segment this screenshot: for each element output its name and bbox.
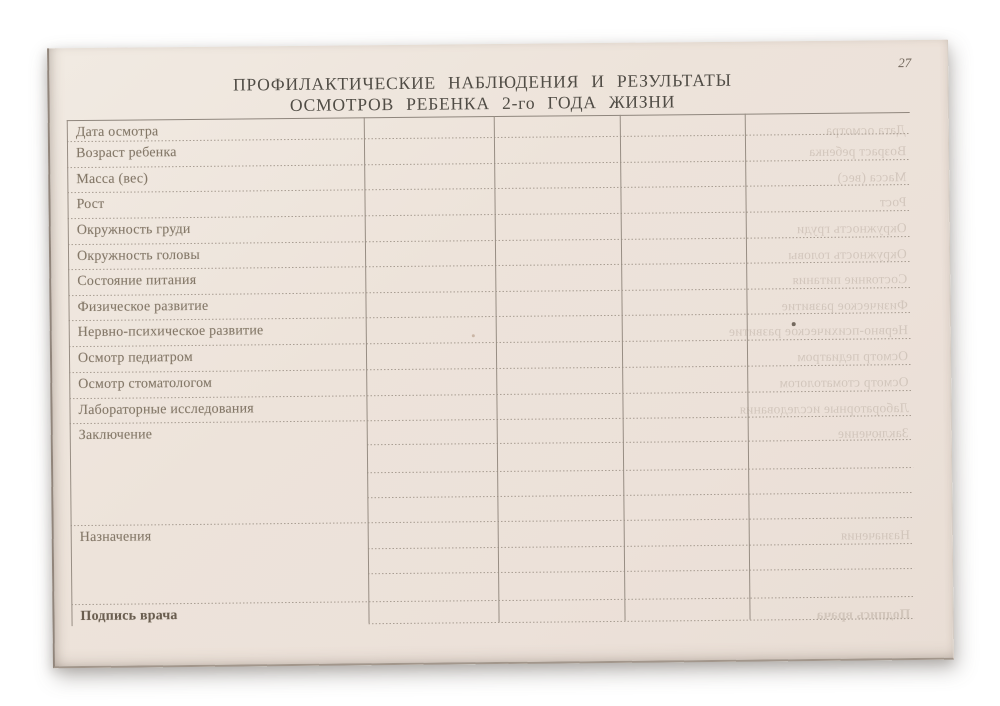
table-cell-r8-c4 — [746, 287, 911, 314]
table-cell-r9-c3 — [622, 314, 747, 341]
table-cell-r9-c4 — [747, 312, 912, 340]
table-cell-r7-c3 — [621, 263, 746, 290]
table-cell-r11-c3 — [622, 366, 747, 393]
table-cell-r11-c1 — [366, 368, 496, 395]
table-cell-r1-c1 — [364, 116, 494, 138]
table-cell-r14-c2 — [498, 520, 625, 600]
table-cell-r6-c1 — [365, 240, 495, 266]
table-cell-r10-c2 — [496, 341, 622, 368]
table-cell-r4-c2 — [494, 187, 620, 214]
table-cell-r11-c2 — [496, 367, 622, 394]
scan-speck — [471, 334, 475, 338]
row-label: Лабораторные исследования — [78, 401, 254, 419]
table-cell-r3-c2 — [494, 162, 620, 188]
row-label: Возраст ребенка — [75, 145, 177, 162]
table-cell-r8-c1 — [365, 291, 495, 317]
table-cell-r5-c2 — [495, 213, 621, 240]
table-cell-r5-c3 — [621, 212, 746, 239]
table-cell-r6-c2 — [495, 239, 621, 265]
table-cell-r7-c4 — [746, 261, 911, 289]
table-left-border — [66, 120, 73, 627]
table-cell-r10-c4 — [747, 338, 912, 366]
row-label: Окружность груди — [76, 221, 191, 239]
table-cell-r1-c3 — [620, 114, 745, 136]
row-label: Заключение — [78, 427, 153, 444]
table-cell-r15-c2 — [498, 599, 624, 622]
table-cell-r8-c2 — [495, 290, 621, 316]
table-cell-r9-c1 — [366, 316, 496, 343]
table-cell-r2-c2 — [494, 136, 620, 163]
table-cell-r11-c4 — [747, 364, 912, 392]
row-label: Окружность головы — [76, 247, 201, 265]
row-label: Назначения — [79, 529, 152, 546]
table-cell-r14-c4 — [749, 517, 915, 598]
table-cell-r4-c4 — [745, 184, 910, 212]
row-label: Осмотр педиатром — [77, 349, 193, 367]
table-cell-r15-c4 — [749, 596, 914, 620]
row-label: Нервно-психическое развитие — [77, 323, 264, 341]
table-cell-r14-c1 — [368, 521, 499, 601]
table-cell-r4-c3 — [620, 186, 745, 213]
table-cell-r12-c4 — [747, 390, 912, 417]
table-cell-r12-c2 — [496, 393, 622, 419]
table-cell-r4-c1 — [364, 188, 494, 215]
table-cell-r6-c3 — [621, 238, 746, 264]
table-cell-r7-c2 — [495, 264, 621, 291]
exam-table: Дата осмотра Возраст ребенка Масса (вес) Ро… — [66, 112, 915, 627]
table-cell-r2-c1 — [364, 137, 494, 164]
row-label: Подпись врача — [80, 608, 178, 625]
table-cell-r5-c4 — [746, 210, 911, 238]
table-cell-r5-c1 — [365, 214, 495, 241]
table-cell-r1-c2 — [494, 115, 620, 137]
table-cell-r12-c3 — [622, 392, 747, 418]
scan-speck — [791, 322, 796, 327]
document-page: 27 ПРОФИЛАКТИЧЕСКИЕ НАБЛЮДЕНИЯ И РЕЗУЛЬТ… — [47, 39, 954, 669]
row-label: Масса (вес) — [76, 171, 149, 188]
row-label: Состояние питания — [77, 272, 197, 290]
table-cell-r14-c3 — [624, 519, 750, 599]
table-cell-r9-c2 — [496, 315, 622, 342]
table-cell-r3-c1 — [364, 163, 494, 189]
table-cell-r3-c3 — [620, 161, 745, 187]
page-title: ПРОФИЛАКТИЧЕСКИЕ НАБЛЮДЕНИЯ И РЕЗУЛЬТАТЫ… — [49, 68, 947, 119]
table-cell-r7-c1 — [365, 265, 495, 292]
table-cell-r3-c4 — [745, 159, 910, 186]
table-cell-r10-c1 — [366, 342, 496, 369]
table-cell-r1-c4 — [745, 112, 910, 135]
row-label: Дата осмотра — [75, 124, 159, 141]
table-cell-r15-c1 — [368, 600, 498, 623]
row-label: Рост — [76, 196, 105, 213]
table-cell-r12-c1 — [366, 394, 496, 420]
table-cell-r2-c3 — [620, 135, 745, 162]
row-label: Физическое развитие — [77, 298, 209, 316]
table-cell-r6-c4 — [746, 236, 911, 263]
row-label: Осмотр стоматологом — [78, 375, 213, 393]
table-cell-r2-c4 — [745, 133, 910, 161]
table-cell-r8-c3 — [621, 289, 746, 315]
table-cell-r10-c3 — [622, 340, 747, 367]
table-cell-r15-c3 — [624, 598, 749, 621]
